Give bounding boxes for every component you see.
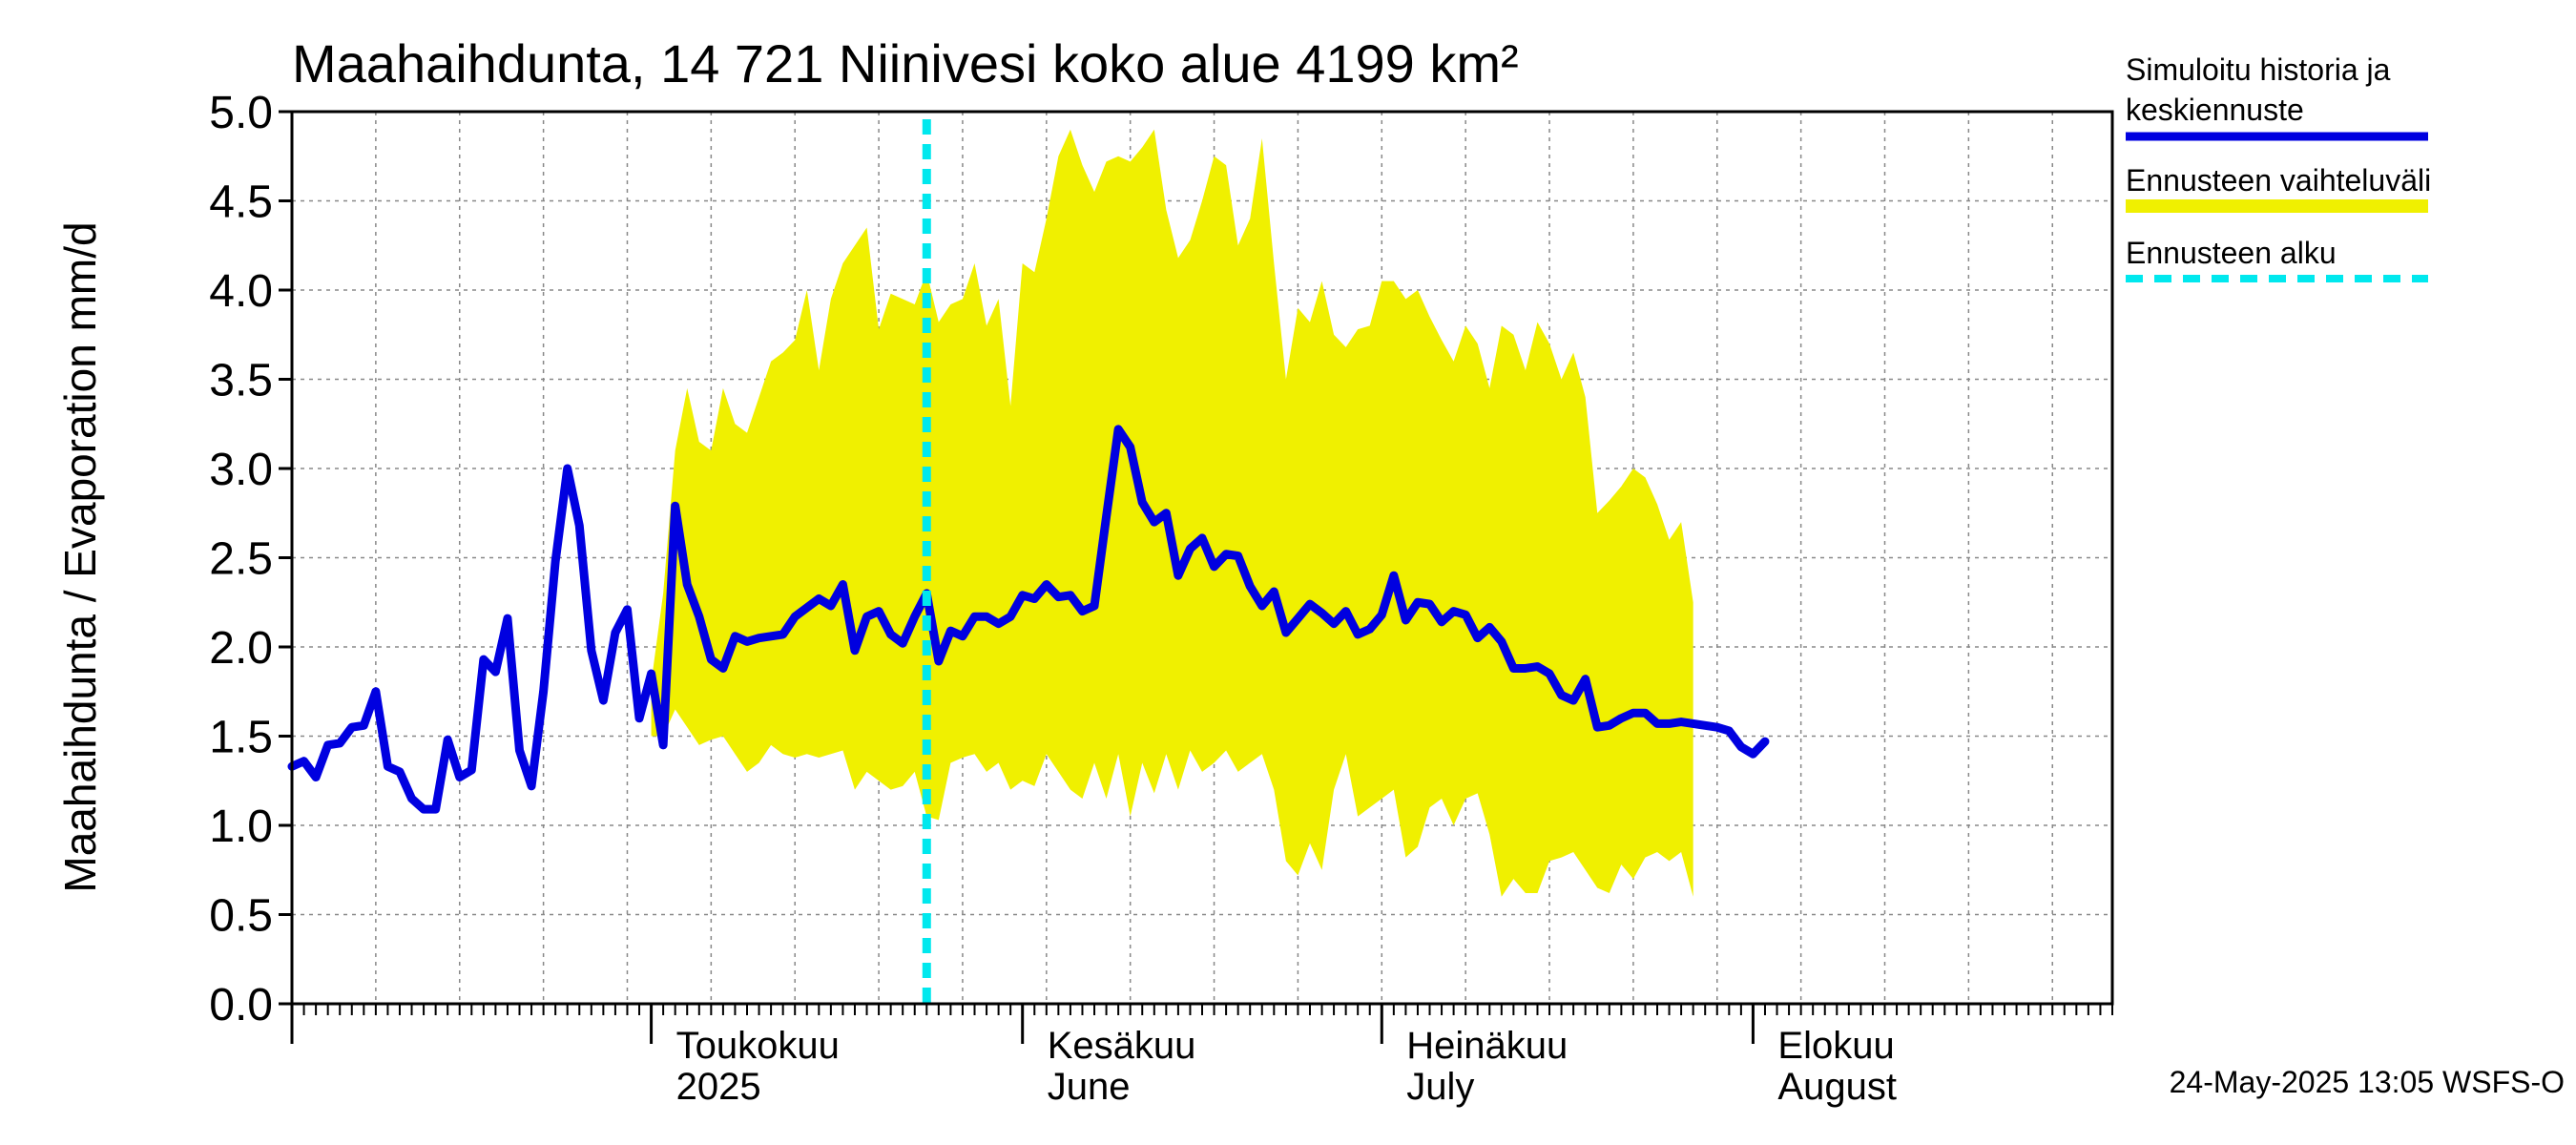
x-month-label: Heinäkuu xyxy=(1406,1025,1568,1067)
y-tick-label: 5.0 xyxy=(209,88,273,138)
y-axis: 0.0 0.5 1.0 1.5 2.0 2.5 3.0 3.5 4.0 4.5 5.0 xyxy=(209,88,292,1030)
legend-label-range: Ennusteen vaihteluväli xyxy=(2126,163,2431,198)
x-month-label-en: 2025 xyxy=(676,1066,761,1108)
timestamp-footer: 24-May-2025 13:05 WSFS-O xyxy=(2170,1065,2565,1099)
y-tick-label: 2.5 xyxy=(209,534,273,585)
legend-label-history-line1: Simuloitu historia ja xyxy=(2126,52,2391,87)
y-tick-label: 4.0 xyxy=(209,266,273,317)
y-tick-label: 4.5 xyxy=(209,177,273,228)
y-tick-label: 1.5 xyxy=(209,713,273,763)
y-tick-label: 0.0 xyxy=(209,980,273,1030)
y-tick-label: 3.0 xyxy=(209,445,273,495)
x-month-label: Kesäkuu xyxy=(1048,1025,1196,1067)
legend-label-forecast-start: Ennusteen alku xyxy=(2126,236,2337,270)
x-ticks xyxy=(290,1004,2113,1044)
chart-title: Maahaihdunta, 14 721 Niinivesi koko alue… xyxy=(292,33,1519,94)
y-tick-label: 0.5 xyxy=(209,891,273,942)
forecast-range-layer xyxy=(651,129,1693,897)
y-axis-label: Maahaihdunta / Evaporation mm/d xyxy=(55,221,105,892)
legend: Simuloitu historia ja keskiennuste Ennus… xyxy=(2126,52,2431,282)
x-month-label: Elokuu xyxy=(1777,1025,1894,1067)
y-tick-label: 3.5 xyxy=(209,356,273,406)
main-series-layer xyxy=(287,425,1770,814)
x-month-label: Toukokuu xyxy=(676,1025,840,1067)
x-month-label-en: August xyxy=(1777,1066,1897,1108)
legend-label-history-line2: keskiennuste xyxy=(2126,93,2304,127)
x-month-label-en: July xyxy=(1406,1066,1474,1108)
forecast-range-band xyxy=(651,129,1693,897)
y-tick-label: 1.0 xyxy=(209,802,273,852)
x-month-label-en: June xyxy=(1048,1066,1131,1108)
y-tick-label: 2.0 xyxy=(209,623,273,674)
series-line-history-median xyxy=(287,425,1770,814)
